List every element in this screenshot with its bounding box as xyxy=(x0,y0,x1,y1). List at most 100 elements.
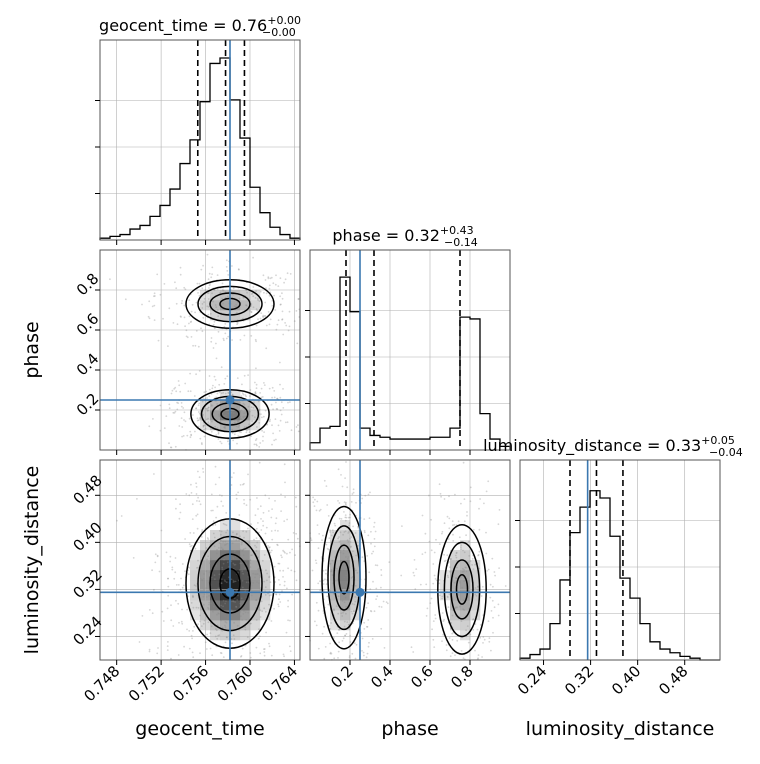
scatter-point xyxy=(206,397,208,399)
scatter-point xyxy=(415,568,418,570)
scatter-point xyxy=(425,615,428,617)
scatter-point xyxy=(343,576,346,579)
scatter-point xyxy=(326,547,329,550)
scatter-point xyxy=(466,511,468,513)
scatter-point xyxy=(221,568,224,571)
scatter-point xyxy=(242,296,245,299)
scatter-point xyxy=(490,610,493,612)
scatter-point xyxy=(240,615,242,618)
density-cell xyxy=(190,550,201,561)
scatter-point xyxy=(451,632,454,635)
tick-label-phase: 0.6 xyxy=(73,310,103,340)
scatter-point xyxy=(373,538,376,540)
scatter-point xyxy=(212,323,215,326)
density-cell xyxy=(250,620,261,631)
scatter-point xyxy=(288,325,291,328)
scatter-point xyxy=(432,563,435,565)
scatter-point xyxy=(337,657,339,659)
scatter-point xyxy=(445,644,448,646)
scatter-point xyxy=(344,634,346,637)
scatter-point xyxy=(195,407,198,410)
scatter-point xyxy=(176,323,179,326)
scatter-point xyxy=(498,509,501,511)
scatter-point xyxy=(240,655,243,657)
scatter-point xyxy=(447,538,450,540)
density-cell xyxy=(210,300,221,311)
scatter-point xyxy=(295,310,298,312)
density-cell xyxy=(210,530,221,541)
scatter-point xyxy=(237,491,240,494)
scatter-point xyxy=(264,279,267,281)
scatter-point xyxy=(322,579,325,582)
scatter-point xyxy=(355,554,357,557)
scatter-point xyxy=(279,419,282,422)
scatter-point xyxy=(432,638,435,641)
scatter-point xyxy=(350,501,353,503)
scatter-point xyxy=(265,292,268,295)
scatter-point xyxy=(190,434,193,437)
scatter-point xyxy=(254,514,257,517)
scatter-point xyxy=(212,610,214,613)
scatter-point xyxy=(222,562,225,565)
scatter-point xyxy=(232,600,235,603)
scatter-point xyxy=(326,504,329,506)
scatter-point xyxy=(162,317,164,320)
scatter-point xyxy=(230,411,233,414)
scatter-point xyxy=(277,562,280,565)
scatter-point xyxy=(265,287,267,289)
scatter-point xyxy=(446,595,449,598)
scatter-point xyxy=(184,325,187,328)
scatter-point xyxy=(203,424,206,426)
scatter-point xyxy=(497,614,500,617)
density-cell xyxy=(250,300,261,311)
density-cell xyxy=(230,390,241,401)
scatter-point xyxy=(243,482,245,485)
scatter-point xyxy=(194,344,197,347)
scatter-point xyxy=(242,415,245,418)
density-cell xyxy=(200,300,211,311)
scatter-point xyxy=(277,319,280,322)
scatter-point xyxy=(242,483,244,486)
scatter-point xyxy=(231,293,234,296)
scatter-point xyxy=(315,601,318,604)
scatter-point xyxy=(290,569,293,572)
scatter-point xyxy=(329,531,331,533)
scatter-point xyxy=(279,277,282,280)
scatter-point xyxy=(198,370,201,372)
scatter-point xyxy=(348,530,350,533)
scatter-point xyxy=(477,654,480,656)
scatter-point xyxy=(366,626,369,628)
scatter-point xyxy=(250,335,253,337)
scatter-point xyxy=(197,566,200,569)
scatter-point xyxy=(317,547,320,550)
scatter-point xyxy=(218,383,221,386)
scatter-point xyxy=(189,545,192,548)
scatter-point xyxy=(116,519,118,522)
scatter-point xyxy=(254,338,257,341)
scatter-point xyxy=(168,307,171,310)
scatter-point xyxy=(197,623,200,626)
scatter-point xyxy=(215,306,218,309)
scatter-point xyxy=(343,620,346,623)
scatter-point xyxy=(191,518,194,520)
scatter-point xyxy=(179,588,182,591)
scatter-point xyxy=(463,568,465,571)
scatter-point xyxy=(281,590,283,592)
scatter-point xyxy=(240,597,243,600)
scatter-point xyxy=(203,435,206,438)
scatter-point xyxy=(223,415,226,418)
scatter-point xyxy=(492,616,494,619)
scatter-point xyxy=(214,635,217,638)
scatter-point xyxy=(215,629,218,632)
scatter-point xyxy=(138,641,141,643)
scatter-point xyxy=(232,600,235,602)
scatter-point xyxy=(174,445,177,448)
scatter-point xyxy=(241,383,243,386)
xlabel-geocent-time: geocent_time xyxy=(135,718,264,740)
scatter-point xyxy=(327,515,330,517)
scatter-point xyxy=(159,404,162,407)
scatter-point xyxy=(479,498,481,500)
scatter-point xyxy=(235,589,238,592)
scatter-point xyxy=(243,403,246,406)
density-cell xyxy=(200,600,211,611)
